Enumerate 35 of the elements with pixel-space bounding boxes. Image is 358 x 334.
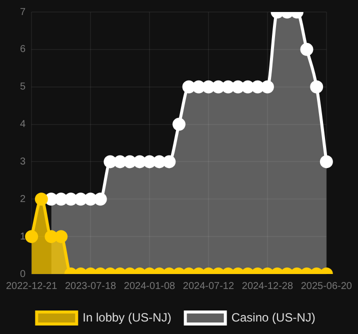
point	[251, 80, 264, 94]
y-tick-label: 2	[20, 194, 26, 205]
y-tick-label: 5	[20, 82, 26, 93]
point	[143, 155, 156, 168]
point	[231, 80, 244, 94]
point	[133, 155, 146, 168]
x-tick-label: 2024-12-28	[242, 280, 294, 292]
point	[202, 80, 215, 94]
y-tick-label: 6	[20, 44, 26, 56]
legend-label: Casino (US-NJ)	[231, 310, 316, 324]
point	[123, 155, 136, 168]
point	[192, 80, 206, 94]
x-tick-label: 2022-12-21	[6, 280, 58, 292]
point	[212, 80, 225, 94]
point	[222, 80, 235, 94]
x-tick-label: 2023-07-18	[64, 280, 117, 292]
point	[260, 80, 274, 94]
point	[241, 80, 254, 94]
y-tick-label: 7	[20, 6, 26, 18]
x-tick-label: 2024-07-12	[182, 280, 234, 292]
y-tick-label: 0	[20, 268, 26, 280]
x-tick-label: 2024-01-08	[124, 280, 176, 292]
y-tick-label: 3	[20, 156, 26, 168]
y-tick-label: 1	[20, 231, 26, 242]
point	[172, 118, 186, 131]
legend-label: In lobby (US-NJ)	[82, 310, 172, 324]
point	[162, 155, 176, 168]
x-tick-label: 2025-06-20	[300, 280, 352, 292]
point	[114, 155, 127, 168]
point	[320, 155, 333, 168]
y-tick-label: 4	[20, 119, 26, 130]
point	[104, 155, 117, 168]
point	[310, 80, 324, 94]
point	[152, 155, 166, 168]
point	[182, 80, 196, 94]
